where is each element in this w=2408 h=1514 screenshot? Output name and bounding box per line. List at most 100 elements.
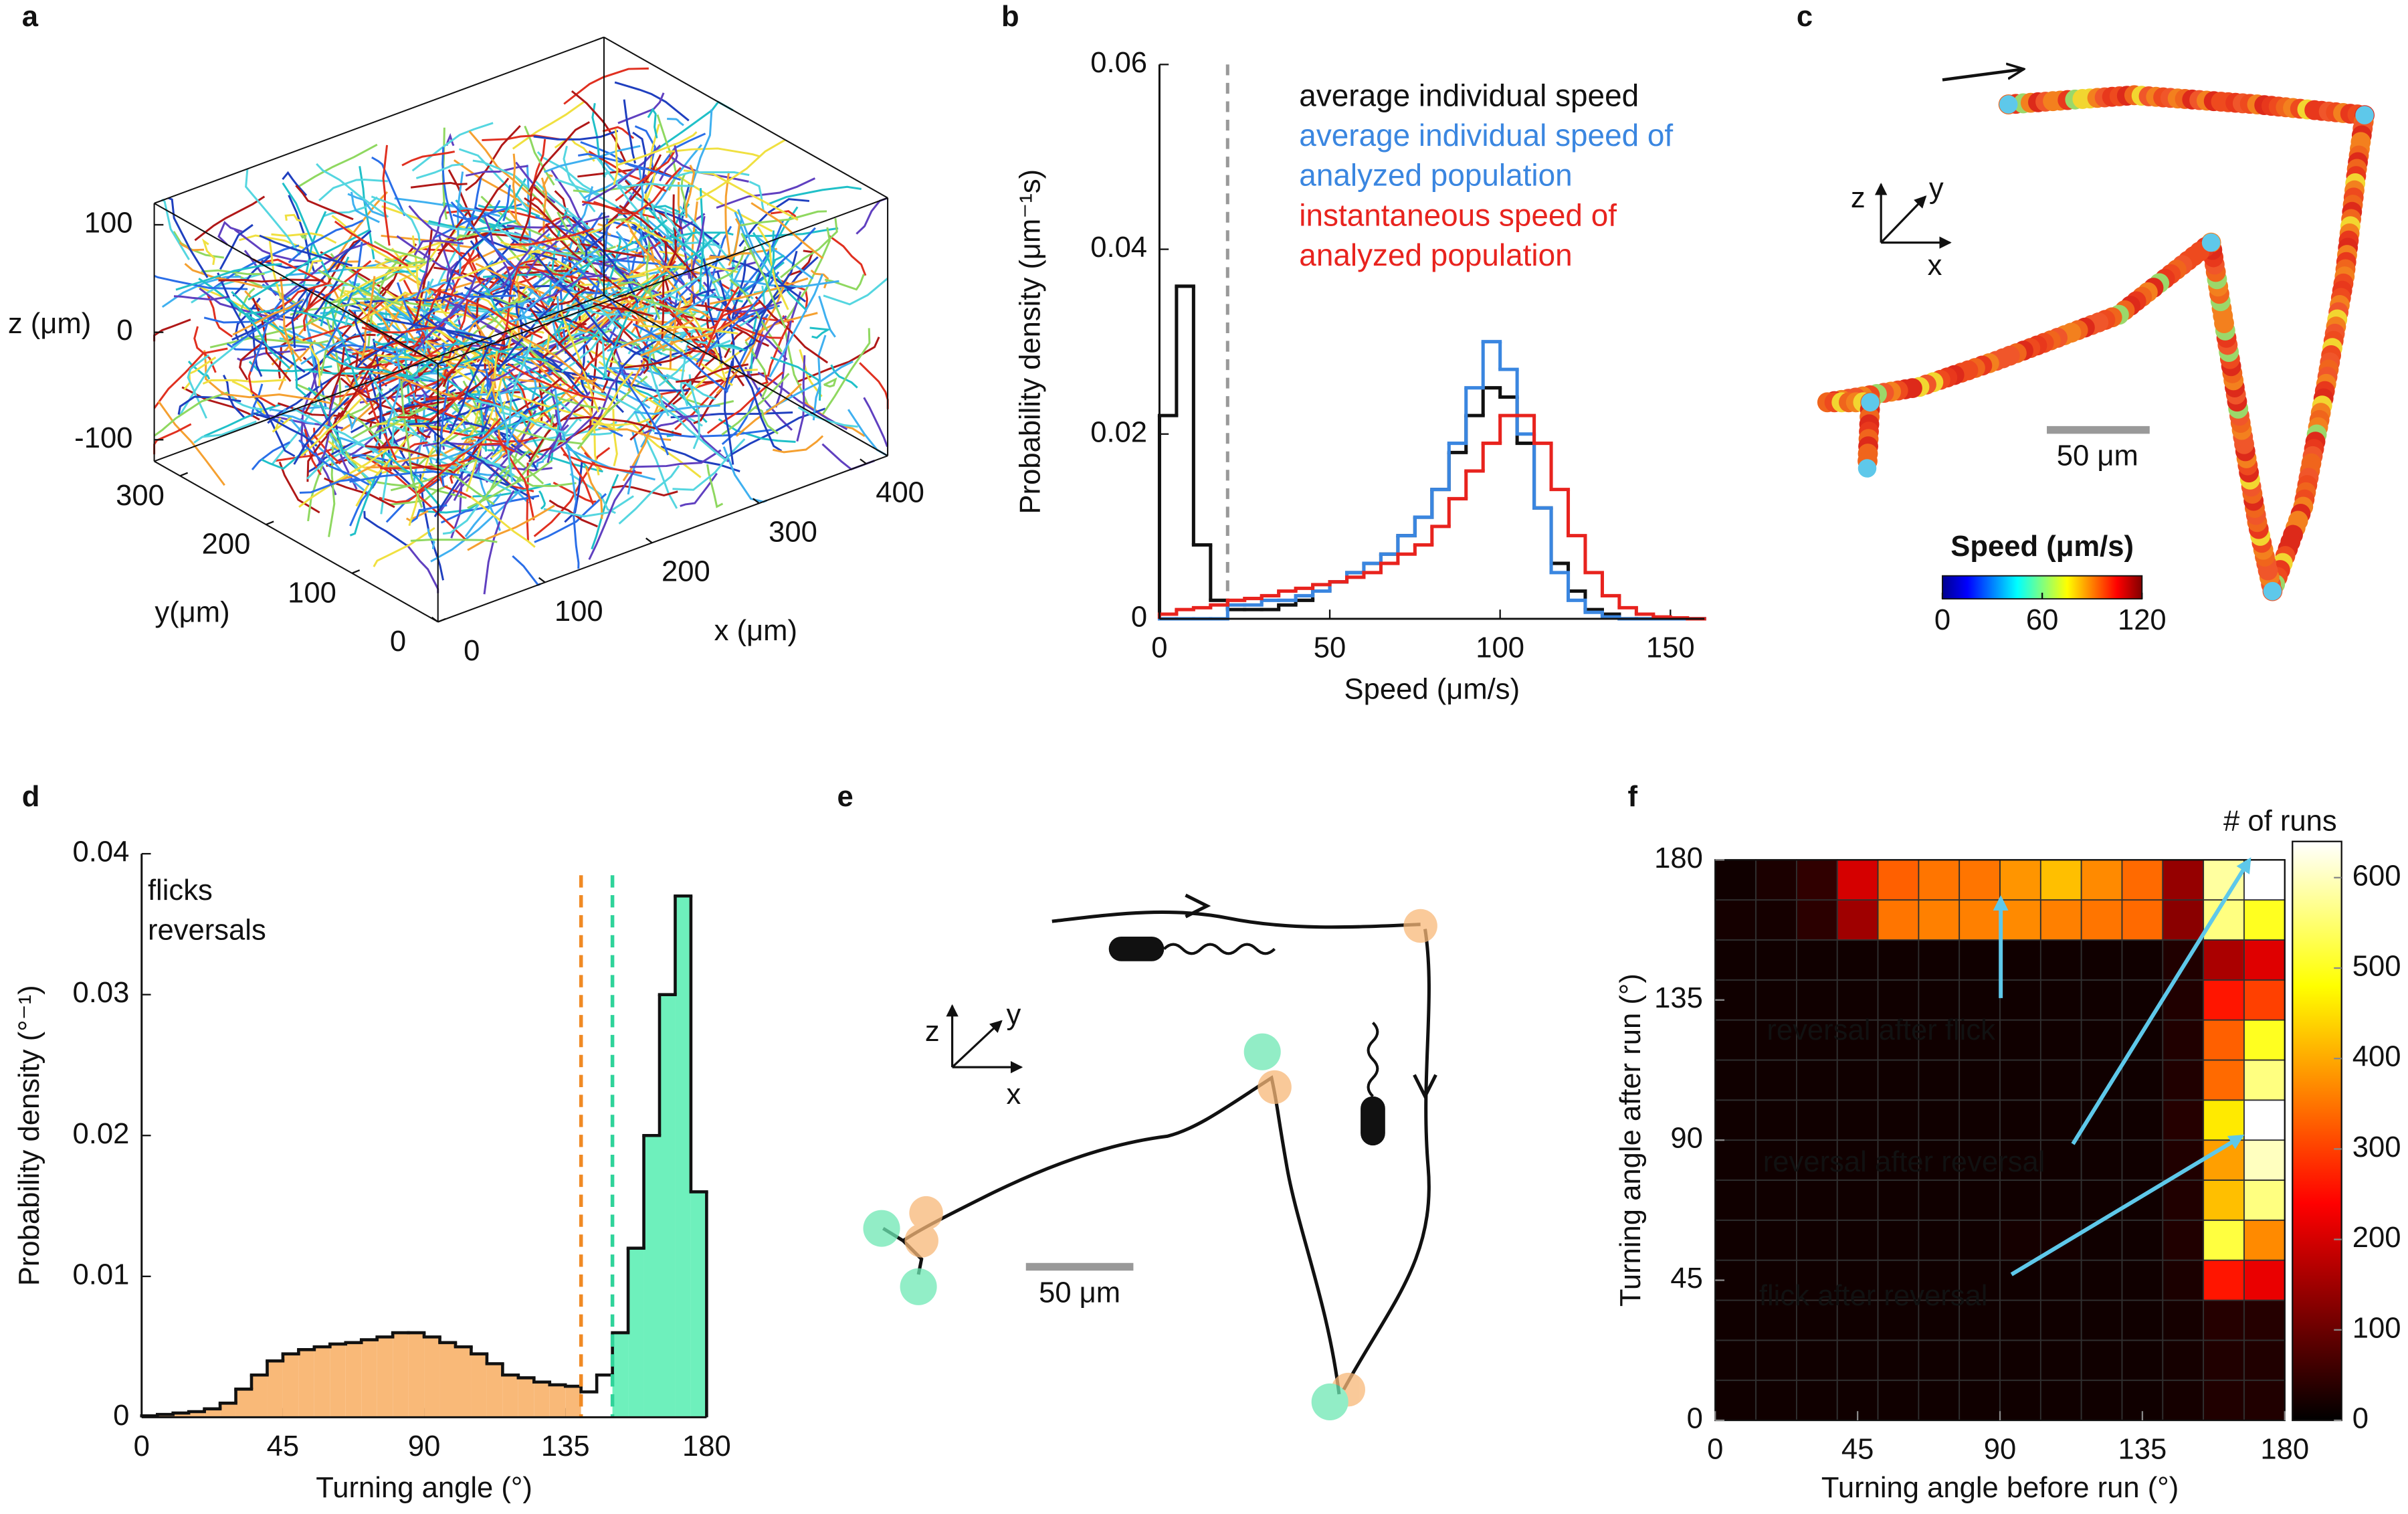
heatmap-cell xyxy=(1918,859,1961,901)
heatmap-cell xyxy=(1836,859,1879,901)
trajectory xyxy=(724,171,732,260)
trajectory xyxy=(613,128,619,185)
trajectory xyxy=(438,409,523,462)
trajectory xyxy=(363,510,407,547)
trajectory xyxy=(334,220,409,267)
trajectory xyxy=(716,177,816,209)
heatmap-cell xyxy=(2080,1059,2123,1101)
heatmap-cell xyxy=(2243,1380,2286,1421)
trajectory xyxy=(643,227,704,304)
heatmap-cell xyxy=(1959,1339,2001,1382)
trajectory xyxy=(409,504,447,524)
legend-entry: reversals xyxy=(148,915,266,947)
heatmap-cell xyxy=(1796,939,1838,981)
trajectory xyxy=(555,284,609,331)
heatmap-cell xyxy=(2162,1380,2205,1421)
trajectory xyxy=(252,297,292,382)
trajectory xyxy=(639,302,734,387)
x-tick xyxy=(860,458,867,465)
trajectory xyxy=(467,504,555,551)
heatmap-cell xyxy=(1918,1380,1961,1421)
trajectory xyxy=(788,250,815,276)
run-path xyxy=(1051,910,1421,929)
turn-point xyxy=(1999,95,2018,114)
heatmap-cell xyxy=(1836,1219,1879,1261)
x-axis-label: Speed (μm/s) xyxy=(1344,673,1520,705)
trajectory xyxy=(588,371,621,432)
scale-bar-label: 50 μm xyxy=(1039,1276,1120,1309)
trajectory xyxy=(696,138,786,201)
legend-box: average individual speed average individu… xyxy=(1299,77,1701,276)
trajectory xyxy=(581,200,631,215)
trajectory xyxy=(288,219,364,264)
trajectory xyxy=(278,339,316,391)
trajectory xyxy=(735,280,839,288)
trajectory xyxy=(484,378,491,418)
trajectory xyxy=(740,232,787,329)
trajectory xyxy=(382,145,391,246)
trajectory xyxy=(361,276,376,362)
trajectory xyxy=(435,381,449,464)
heatmap-cell xyxy=(1877,1299,1920,1341)
heatmap-cell xyxy=(1959,1019,2001,1061)
trajectory xyxy=(623,99,637,164)
trajectory xyxy=(318,384,338,464)
trajectory xyxy=(328,347,345,409)
trajectory xyxy=(359,301,391,331)
trajectory xyxy=(217,221,243,246)
trajectory xyxy=(187,354,209,419)
trajectory xyxy=(699,188,705,292)
heatmap-cell xyxy=(2039,899,2082,941)
x-tick xyxy=(538,577,546,583)
trajectory xyxy=(218,278,324,283)
histogram-bar xyxy=(235,1389,252,1418)
trajectory xyxy=(168,197,209,278)
z-axis-label: z (μm) xyxy=(8,308,91,340)
trajectory xyxy=(219,223,254,270)
trajectory xyxy=(232,299,304,336)
heatmap-cell xyxy=(1959,899,2001,941)
histogram-bar xyxy=(267,1361,283,1418)
heatmap-cell xyxy=(2203,1219,2245,1261)
annotation-arrow xyxy=(2010,1134,2245,1276)
trajectory xyxy=(702,301,761,335)
trajectory xyxy=(859,362,889,409)
trajectory xyxy=(437,472,474,500)
trajectory xyxy=(617,182,695,189)
x-tick xyxy=(431,616,439,623)
trajectory xyxy=(454,337,541,398)
y-axis-label: y(μm) xyxy=(155,597,229,629)
heatmap-cell xyxy=(1999,939,2041,981)
trajectory xyxy=(470,496,536,548)
trajectory xyxy=(251,441,290,471)
z-tick-label: 100 xyxy=(84,207,133,239)
x-tick xyxy=(752,498,760,504)
trajectory xyxy=(401,151,456,167)
trajectory xyxy=(824,274,865,291)
trajectory xyxy=(231,380,266,415)
trajectory xyxy=(706,371,784,434)
trajectory xyxy=(796,355,806,442)
trajectory xyxy=(508,334,534,428)
trajectory xyxy=(562,257,624,318)
trajectory xyxy=(284,260,372,328)
heatmap-cell xyxy=(1755,1059,1797,1101)
trajectory xyxy=(302,300,385,341)
trajectory xyxy=(413,421,484,470)
trajectory xyxy=(286,415,370,495)
trajectory xyxy=(381,317,492,340)
trajectory xyxy=(333,344,399,356)
trajectory xyxy=(531,196,544,205)
x-tick-label: 180 xyxy=(2260,1433,2309,1465)
heatmap-cell xyxy=(2080,979,2123,1021)
heatmap-cell xyxy=(1999,1219,2041,1261)
heatmap-cell xyxy=(1877,1339,1920,1382)
trajectory xyxy=(153,347,228,409)
trajectory xyxy=(738,198,810,248)
heatmap-cell xyxy=(2162,1099,2205,1141)
trajectory xyxy=(372,243,417,309)
trajectory xyxy=(685,165,696,218)
trajectory xyxy=(245,169,301,256)
trajectory xyxy=(647,207,704,260)
